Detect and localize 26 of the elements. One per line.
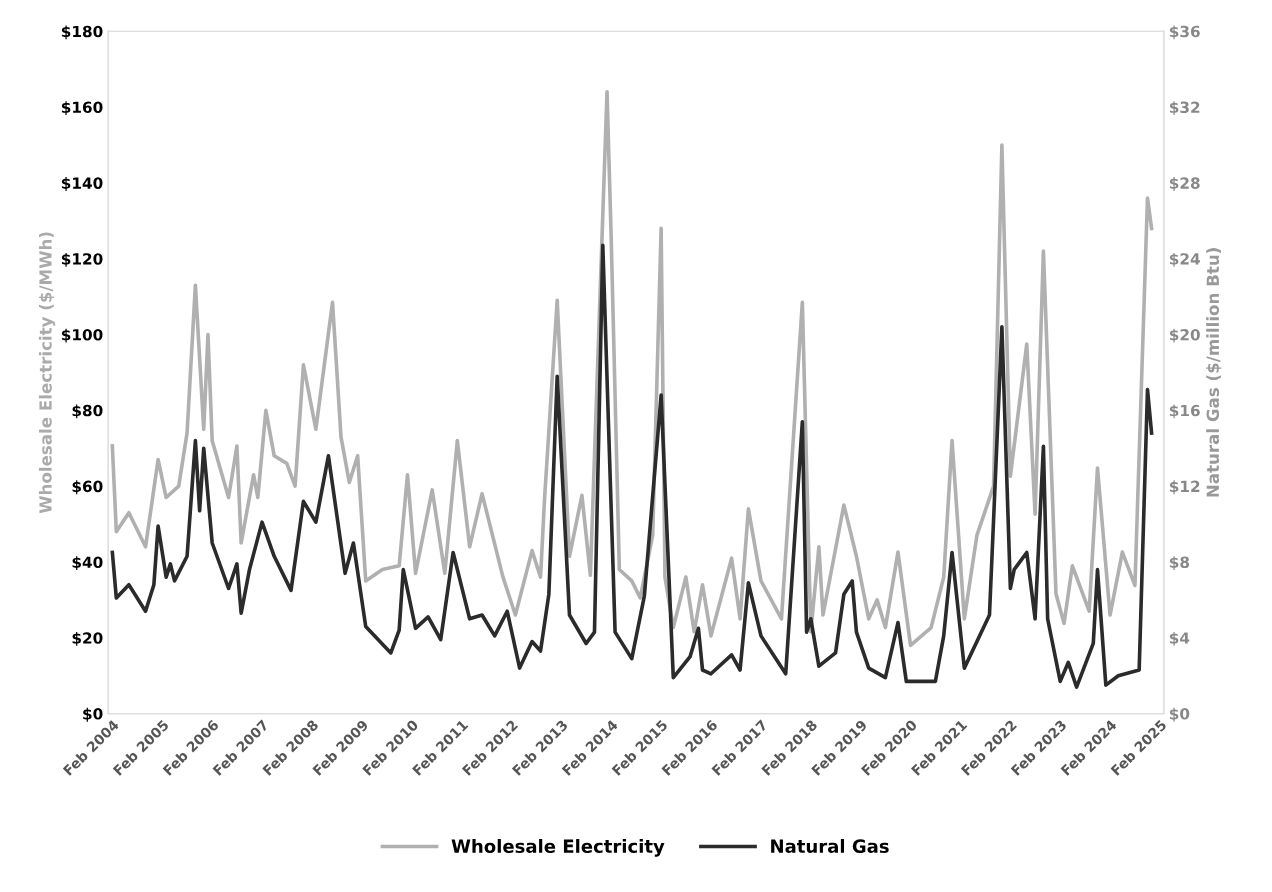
y-tick-label: $0: [83, 707, 103, 722]
y2-tick-label: $16: [1169, 404, 1200, 419]
y2-tick-label: $0: [1169, 707, 1190, 722]
y2-tick-label: $24: [1169, 252, 1200, 267]
legend-label: Wholesale Electricity: [451, 839, 665, 857]
y2-tick-label: $20: [1169, 328, 1200, 343]
y-tick-label: $100: [61, 328, 103, 343]
y2-tick-label: $12: [1169, 480, 1200, 495]
line-series: [110, 90, 1154, 648]
y2-tick-label: $8: [1169, 556, 1190, 571]
y2-tick-label: $4: [1169, 631, 1190, 646]
y-axis-title: Wholesale Electricity ($/MWh): [38, 232, 56, 514]
y2-tick-label: $28: [1169, 177, 1200, 191]
y-tick-label: $20: [72, 631, 103, 646]
y2-axis-title: Natural Gas ($/million Btu): [1206, 248, 1222, 497]
y-tick-label: $40: [72, 556, 103, 571]
y-tick-label: $180: [61, 25, 103, 40]
y-tick-label: $140: [61, 177, 103, 191]
y2-tick-label: $32: [1169, 101, 1200, 116]
legend-label: Natural Gas: [771, 839, 889, 854]
y-tick-label: $60: [72, 480, 103, 495]
y-tick-label: $120: [61, 252, 103, 267]
y-tick-label: $80: [72, 404, 103, 419]
line-series: [110, 243, 1154, 689]
y-tick-label: $160: [61, 101, 103, 116]
y2-tick-label: $36: [1169, 25, 1200, 40]
